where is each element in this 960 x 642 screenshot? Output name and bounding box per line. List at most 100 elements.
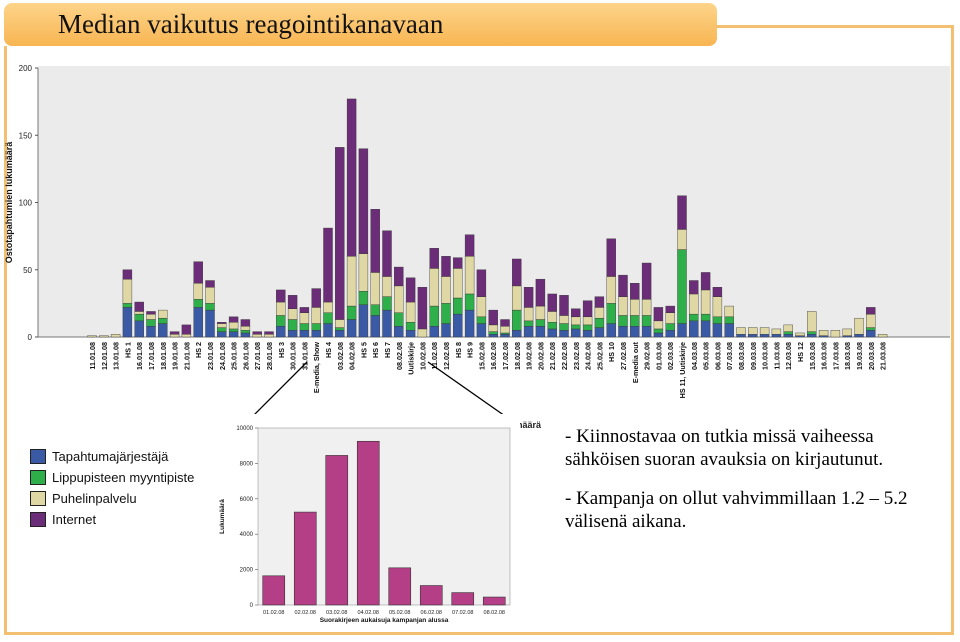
bar-segment xyxy=(464,293,475,311)
bar-segment xyxy=(606,323,616,338)
bar-segment xyxy=(736,334,746,338)
legend-label: Puhelinpalvelu xyxy=(52,491,137,506)
bar-segment xyxy=(181,334,192,338)
frame-line-bottom xyxy=(4,632,954,635)
bar-segment xyxy=(252,331,262,335)
bar-segment xyxy=(146,311,156,315)
bar-segment xyxy=(158,317,168,324)
x-tick-label: HS 7 xyxy=(383,342,392,358)
legend-swatch xyxy=(30,470,46,485)
x-tick-label: 17.01.08 xyxy=(147,342,156,370)
legend-label: Internet xyxy=(52,512,97,527)
cut-axis-label: imäärä xyxy=(512,420,542,430)
legend-swatch xyxy=(30,449,46,464)
bar-segment xyxy=(228,328,239,332)
x-tick-label: 30.01.08 xyxy=(289,342,298,370)
bar-segment xyxy=(594,317,605,328)
bar-segment xyxy=(417,287,428,330)
legend: Tapahtumajärjestäjä Lippupisteen myyntip… xyxy=(30,446,194,530)
x-tick-label: 15.03.08 xyxy=(808,342,817,370)
bar-segment xyxy=(299,312,310,324)
bar-segment xyxy=(87,335,97,338)
inset-x-tick-label: 05.02.08 xyxy=(389,610,410,616)
bar-segment xyxy=(299,307,310,313)
x-tick-label: 31.01.08 xyxy=(300,342,309,370)
bar-segment xyxy=(464,234,475,257)
legend-label: Tapahtumajärjestäjä xyxy=(52,449,169,464)
x-tick-label: Uutiskirje xyxy=(407,342,416,375)
bar-segment xyxy=(700,289,711,315)
bar-segment xyxy=(712,287,723,297)
bar-segment xyxy=(665,312,675,324)
bar-segment xyxy=(110,334,121,338)
bar-segment xyxy=(771,334,782,338)
bar-segment xyxy=(547,293,557,312)
bar-segment xyxy=(358,253,369,292)
bar-segment xyxy=(523,287,534,308)
bar-segment xyxy=(571,316,581,326)
x-tick-label: 03.02.08 xyxy=(336,342,345,370)
inset-x-tick-label: 06.02.08 xyxy=(421,610,442,616)
x-tick-label: 20.02.08 xyxy=(536,342,545,370)
bar-segment xyxy=(405,322,416,331)
x-tick-label: E-media out xyxy=(631,341,640,383)
bar-segment xyxy=(311,323,321,331)
bar-segment xyxy=(877,334,888,338)
x-tick-label: HS 9 xyxy=(466,342,475,358)
y-tick-label: 150 xyxy=(19,131,33,140)
x-tick-label: 16.01.08 xyxy=(135,342,144,370)
bar-segment xyxy=(335,319,345,328)
bar-segment xyxy=(582,324,593,331)
x-tick-label: HS 5 xyxy=(359,342,368,358)
bar-segment xyxy=(464,309,475,338)
bar-segment xyxy=(606,303,616,324)
bar-segment xyxy=(453,268,463,299)
bar-segment xyxy=(854,334,864,338)
bar-segment xyxy=(582,316,593,326)
bar-segment xyxy=(641,315,652,327)
bar-segment xyxy=(748,334,758,338)
bar-segment xyxy=(441,303,451,324)
bar-segment xyxy=(594,296,605,308)
bar-segment xyxy=(795,332,805,336)
bar-segment xyxy=(228,322,239,330)
bar-segment xyxy=(689,320,699,338)
x-tick-label: 17.03.08 xyxy=(831,342,840,370)
x-tick-label: 13.01.08 xyxy=(112,342,121,370)
inset-y-tick-label: 4000 xyxy=(240,532,254,538)
bar-segment xyxy=(653,328,664,334)
x-tick-label: 25.01.08 xyxy=(230,342,239,370)
bar-segment xyxy=(618,274,628,297)
x-tick-label: 10.02.08 xyxy=(418,342,427,370)
bar-segment xyxy=(712,296,723,318)
bar-segment xyxy=(866,330,876,338)
y-tick-label: 50 xyxy=(23,266,32,275)
bar-segment xyxy=(382,309,392,338)
x-tick-label: 06.03.08 xyxy=(713,342,722,370)
y-axis-label: Ostotapahtumien lukumäärä xyxy=(4,141,14,264)
bar-segment xyxy=(311,330,321,338)
bar-segment xyxy=(394,326,404,338)
x-tick-label: 05.03.08 xyxy=(702,342,711,370)
bar-segment xyxy=(382,230,392,277)
bar-segment xyxy=(358,148,369,254)
x-tick-label: 19.03.08 xyxy=(855,342,864,370)
bar-segment xyxy=(818,335,829,338)
inset-x-tick-label: 01.02.08 xyxy=(263,610,284,616)
bar-segment xyxy=(264,334,274,338)
x-tick-label: 25.02.08 xyxy=(595,342,604,370)
plot-area xyxy=(38,66,950,337)
bar-segment xyxy=(158,323,168,338)
legend-swatch xyxy=(30,512,46,527)
bar-segment xyxy=(394,312,404,327)
bar-segment xyxy=(488,334,498,338)
bar-segment xyxy=(217,327,227,332)
bar-segment xyxy=(146,326,156,338)
bar-segment xyxy=(547,322,557,330)
x-tick-label: 17.02.08 xyxy=(501,342,510,370)
bar-segment xyxy=(134,311,144,315)
bar-segment xyxy=(276,326,286,338)
x-tick-label: 24.02.08 xyxy=(584,342,593,370)
x-tick-label: 01.03.08 xyxy=(654,342,663,370)
bar-segment xyxy=(122,303,133,308)
